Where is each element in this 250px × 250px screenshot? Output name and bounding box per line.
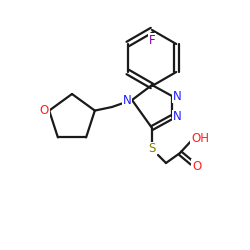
Text: O: O xyxy=(192,160,202,172)
Text: S: S xyxy=(148,142,156,156)
Text: N: N xyxy=(122,94,132,106)
Text: OH: OH xyxy=(191,132,209,144)
Text: N: N xyxy=(172,110,182,124)
Text: F: F xyxy=(149,34,155,46)
Text: O: O xyxy=(40,104,49,117)
Text: N: N xyxy=(172,90,182,102)
